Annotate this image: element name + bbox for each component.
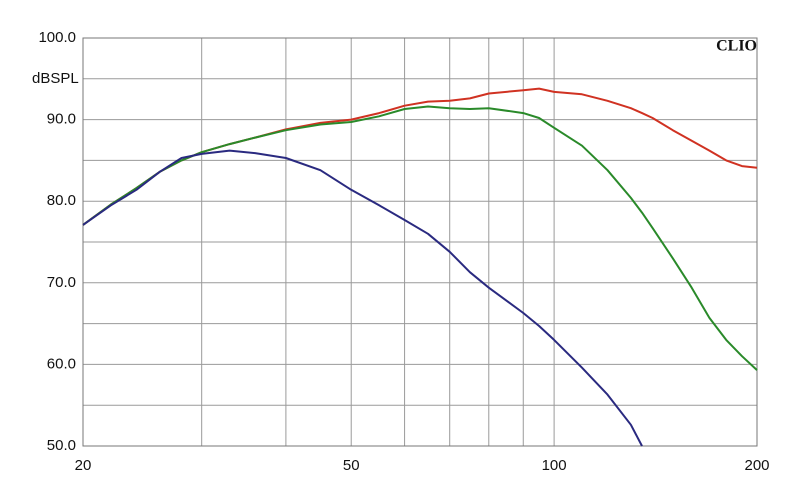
y-tick-label: 60.0 [47, 355, 76, 372]
x-tick-label: 200 [744, 457, 769, 474]
y-tick-label: 80.0 [47, 192, 76, 209]
y-tick-label: 50.0 [47, 437, 76, 454]
brand: CLIO [716, 38, 757, 55]
y-axis-label: dBSPL [32, 70, 79, 87]
y-tick-label: 70.0 [47, 274, 76, 291]
y-tick-label: 100.0 [38, 29, 76, 46]
x-tick-label: 20 [75, 457, 92, 474]
x-tick-label: 100 [542, 457, 567, 474]
series-line [82, 149, 643, 447]
y-tick-label: 90.0 [47, 111, 76, 128]
plot-frame [82, 37, 758, 447]
x-tick-label: 50 [343, 457, 360, 474]
series-line [82, 105, 758, 371]
